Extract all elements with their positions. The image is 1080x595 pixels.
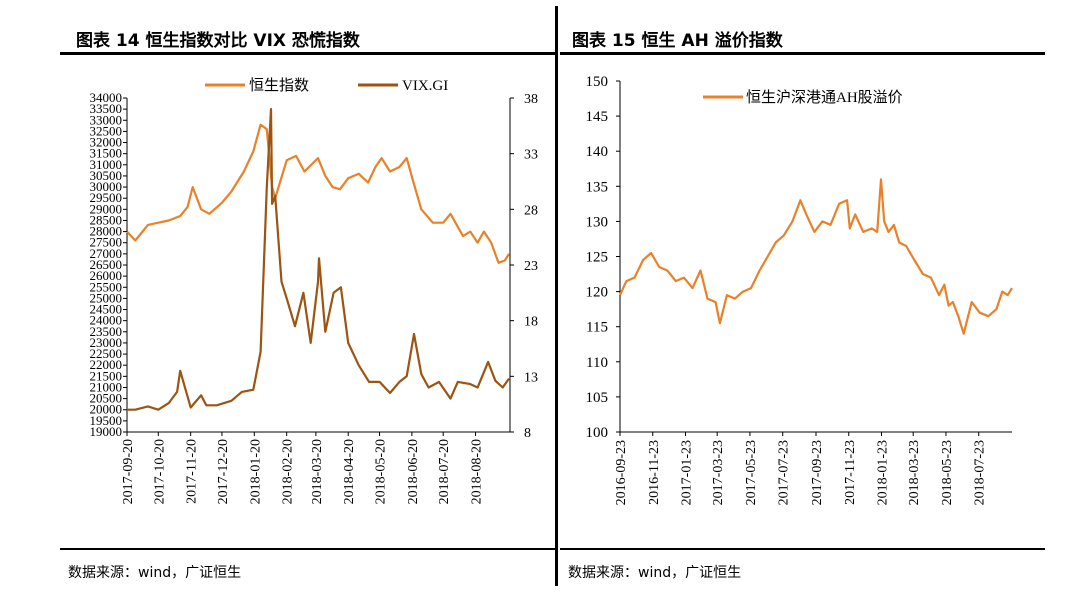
- x-tick-label: 2017-05-23: [744, 440, 759, 505]
- ah-premium-chart: 150 145 140 135 130 125 120 115 110 105 100 2016-09…: [586, 74, 1013, 505]
- y-left-tick-label: 24500: [90, 302, 123, 317]
- y-left-tick-label: 21000: [90, 379, 123, 394]
- y-tick-label: 145: [586, 109, 609, 125]
- y-tick-label: 125: [586, 250, 609, 266]
- y-left-tick-label: 34000: [90, 90, 123, 105]
- x-tick-label: 2018-06-20: [406, 439, 421, 504]
- x-tick-label: 2017-03-23: [711, 440, 726, 505]
- x-tick-label: 2017-07-23: [777, 440, 792, 505]
- panel-divider: [555, 6, 558, 586]
- x-tick-label: 2018-05-20: [374, 439, 389, 504]
- x-tick-label: 2017-09-20: [121, 439, 136, 504]
- left-chart-title: 图表 14 恒生指数对比 VIX 恐慌指数: [76, 31, 360, 51]
- y-right-tick-label: 23: [524, 259, 538, 274]
- x-tick-label: 2017-01-23: [680, 440, 695, 505]
- right-title-rule: [560, 52, 1045, 55]
- y-left-tick-label: 22000: [90, 357, 123, 372]
- vix-series-line: [127, 107, 510, 411]
- legend-vix-label: VIX.GI: [402, 78, 448, 94]
- y-left-tick-label: 28500: [90, 212, 123, 227]
- x-tick-label: 2018-03-23: [907, 440, 922, 505]
- y-tick-label: 105: [586, 390, 609, 406]
- y-left-tick-label: 31000: [90, 157, 123, 172]
- y-left-tick-label: 28000: [90, 224, 123, 239]
- y-left-tick-label: 32000: [90, 135, 123, 150]
- y-left-tick-label: 23000: [90, 335, 123, 350]
- y-left-tick-label: 22500: [90, 346, 123, 361]
- y-left-tick-label: 20000: [90, 402, 123, 417]
- x-tick-label: 2017-11-20: [185, 439, 200, 504]
- y-tick-label: 135: [586, 179, 609, 195]
- right-chart-panel: 图表 15 恒生 AH 溢价指数 150 145 140 135 130 125 120 11…: [560, 0, 1080, 595]
- left-source-rule: [60, 548, 555, 550]
- y-left-tick-label: 30500: [90, 168, 123, 183]
- y-tick-label: 120: [586, 285, 609, 301]
- x-tick-label: 2018-08-20: [470, 439, 485, 504]
- legend-hsi-label: 恒生指数: [249, 77, 309, 94]
- y-right-tick-label: 28: [524, 203, 538, 218]
- y-left-tick-label: 21500: [90, 368, 123, 383]
- y-right-tick-label: 8: [524, 426, 531, 441]
- y-left-tick-label: 25500: [90, 279, 123, 294]
- x-tick-label: 2018-01-20: [248, 439, 263, 504]
- y-right-tick-label: 33: [524, 148, 538, 163]
- y-right-tick-label: 18: [524, 315, 538, 330]
- legend-ah-label: 恒生沪深港通AH股溢价: [746, 89, 903, 106]
- x-tick-label: 2016-09-23: [614, 440, 629, 505]
- y-left-tick-label: 19500: [90, 413, 123, 428]
- y-tick-label: 140: [586, 144, 609, 160]
- x-tick-label: 2017-11-23: [843, 440, 858, 505]
- y-left-tick-label: 26500: [90, 257, 123, 272]
- x-tick-label: 2018-03-20: [310, 439, 325, 504]
- y-left-tick-label: 25000: [90, 290, 123, 305]
- y-left-tick-label: 33500: [90, 101, 123, 116]
- left-chart-panel: 图表 14 恒生指数对比 VIX 恐慌指数 34000 33500 33000 325…: [60, 31, 555, 581]
- y-left-tick-label: 20500: [90, 391, 123, 406]
- y-left-tick-label: 32500: [90, 123, 123, 138]
- left-source-note: 数据来源：wind，广证恒生: [68, 565, 242, 581]
- y-left-tick-label: 19000: [90, 424, 123, 439]
- x-tick-label: 2018-07-20: [437, 439, 452, 504]
- y-left-tick-label: 27000: [90, 246, 123, 261]
- y-left-tick-label: 24000: [90, 313, 123, 328]
- y-tick-label: 130: [586, 214, 609, 230]
- right-source-rule: [560, 548, 1045, 550]
- y-right-tick-label: 13: [524, 370, 538, 385]
- ah-premium-series-line: [618, 178, 1013, 335]
- y-tick-label: 110: [586, 355, 608, 371]
- y-left-tick-label: 27500: [90, 235, 123, 250]
- x-tick-label: 2016-11-23: [647, 440, 662, 505]
- y-left-tick-label: 26000: [90, 268, 123, 283]
- y-left-tick-label: 29000: [90, 201, 123, 216]
- x-tick-label: 2017-09-23: [810, 440, 825, 505]
- x-tick-label: 2017-12-20: [216, 439, 231, 504]
- y-right-tick-label: 38: [524, 92, 538, 107]
- right-chart-title: 图表 15 恒生 AH 溢价指数: [572, 31, 783, 51]
- y-left-tick-label: 33000: [90, 112, 123, 127]
- x-tick-label: 2018-02-20: [281, 439, 296, 504]
- x-tick-label: 2018-04-20: [342, 439, 357, 504]
- x-tick-label: 2018-07-23: [973, 440, 988, 505]
- hsi-vix-chart: 3400033500330003250032000315003100030500…: [90, 77, 539, 504]
- y-tick-label: 100: [586, 425, 609, 441]
- left-title-rule: [60, 52, 555, 55]
- y-tick-label: 115: [586, 320, 608, 336]
- y-left-tick-label: 31500: [90, 146, 123, 161]
- x-tick-label: 2018-01-23: [876, 440, 891, 505]
- y-left-tick-label: 30000: [90, 179, 123, 194]
- right-source-note: 数据来源：wind，广证恒生: [568, 565, 742, 581]
- x-tick-label: 2017-10-20: [152, 439, 167, 504]
- y-left-tick-label: 29500: [90, 190, 123, 205]
- y-tick-label: 150: [586, 74, 609, 90]
- x-tick-label: 2018-05-23: [940, 440, 955, 505]
- y-left-tick-label: 23500: [90, 324, 123, 339]
- hsi-series-line: [126, 123, 510, 264]
